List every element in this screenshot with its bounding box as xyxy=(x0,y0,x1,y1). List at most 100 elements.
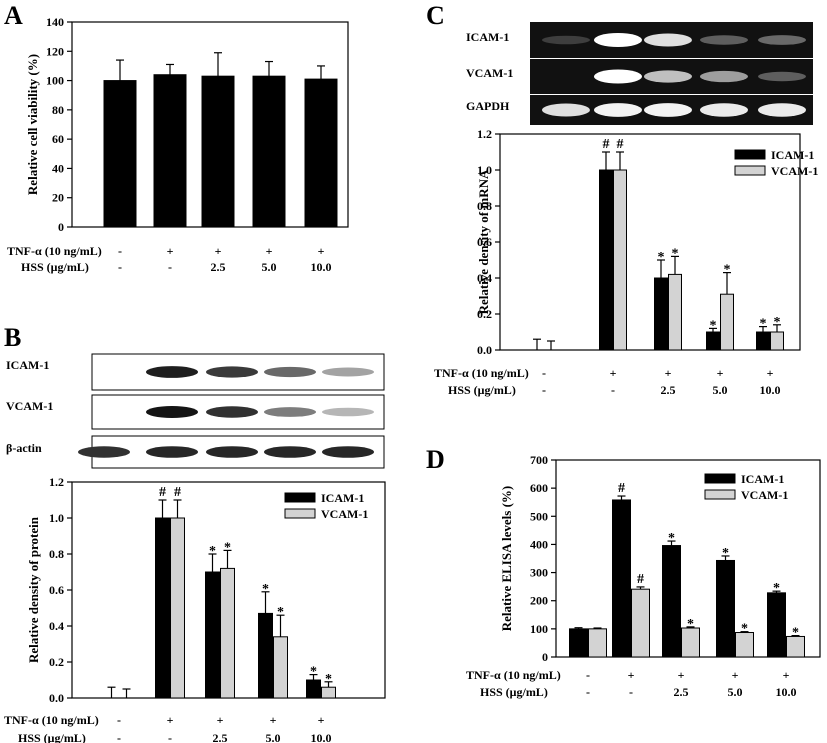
chart-c-ytick-label: 1.2 xyxy=(477,127,492,141)
chart-d-bar xyxy=(569,628,588,658)
chart-a-ytick-label: 60 xyxy=(52,132,64,146)
chart-b-sig-mark: * xyxy=(262,582,269,597)
chart-a-hss-value: - xyxy=(168,260,172,274)
chart-a-tnf-label: TNF-α (10 ng/mL) xyxy=(7,244,102,258)
chart-d-bar xyxy=(588,628,607,658)
chart-a-ytick-label: 120 xyxy=(46,44,64,58)
chart-b-ytick-label: 1.0 xyxy=(49,511,64,525)
blot-b-band xyxy=(146,446,198,458)
chart-b-ylabel: Relative density of protein xyxy=(26,516,41,663)
chart-a-bar xyxy=(103,80,137,228)
panel-letter-b: B xyxy=(4,323,21,352)
chart-b-sig-mark: # xyxy=(159,485,166,500)
chart-c-legend-swatch xyxy=(734,149,766,160)
blot-b-label-actin: β-actin xyxy=(6,441,42,455)
chart-d-ytick-label: 400 xyxy=(530,537,548,551)
chart-d-hss-value: 2.5 xyxy=(674,685,689,699)
chart-d-sig-mark: * xyxy=(687,617,694,632)
chart-a-ytick-label: 20 xyxy=(52,191,64,205)
chart-d-tnf-value: + xyxy=(678,668,685,682)
blot-b-band xyxy=(322,367,374,377)
chart-c-hss-value: 5.0 xyxy=(713,383,728,397)
gel-c-band xyxy=(758,71,806,82)
chart-c-tnf-value: + xyxy=(665,366,672,380)
chart-b-hss-value: - xyxy=(117,731,121,743)
chart-b-sig-mark: * xyxy=(209,544,216,559)
chart-b-legend-swatch xyxy=(284,508,316,519)
chart-c-hss-value: 2.5 xyxy=(661,383,676,397)
blot-b-band xyxy=(78,446,130,458)
chart-c-ytick-label: 0.6 xyxy=(477,235,492,249)
chart-d-sig-mark: * xyxy=(722,546,729,561)
chart-b-legend-swatch xyxy=(284,492,316,503)
chart-d-sig-mark: # xyxy=(618,481,625,496)
chart-b-sig-mark: * xyxy=(310,665,317,680)
chart-c-legend-label: ICAM-1 xyxy=(771,148,814,162)
chart-c-ylabel: Relative density of mRNA xyxy=(476,169,491,314)
chart-b-sig-mark: * xyxy=(224,540,231,555)
chart-b-hss-label: HSS (μg/mL) xyxy=(18,731,86,743)
chart-d: 0 100 200 300 400 500 600 700 Relative ELISA lev… xyxy=(466,453,821,699)
chart-d-bar xyxy=(662,545,681,658)
chart-a-bar xyxy=(201,75,235,228)
gel-c-band xyxy=(758,35,806,45)
blot-b-band xyxy=(264,407,316,417)
chart-d-bar xyxy=(681,627,700,658)
blot-b-band xyxy=(264,446,316,458)
chart-b-bar xyxy=(306,679,321,699)
chart-a-tnf-value: + xyxy=(167,244,174,258)
chart-c-sig-mark: * xyxy=(672,246,679,261)
chart-a-ytick-label: 140 xyxy=(46,15,64,29)
panel-letter-c: C xyxy=(426,1,445,30)
chart-c-bar xyxy=(770,331,784,351)
chart-b-sig-mark: # xyxy=(174,485,181,500)
chart-d-bar xyxy=(767,592,786,658)
chart-c-bar xyxy=(613,169,627,351)
chart-d-hss-value: 10.0 xyxy=(776,685,797,699)
chart-a-hss-value: 5.0 xyxy=(262,260,277,274)
chart-c-sig-mark: * xyxy=(710,318,717,333)
chart-a-hss-value: 2.5 xyxy=(211,260,226,274)
gel-c-band xyxy=(542,103,590,117)
blot-b-band xyxy=(322,446,374,458)
chart-d-sig-mark: # xyxy=(637,572,644,587)
chart-d-ytick-label: 700 xyxy=(530,453,548,467)
chart-a-tnf-value: + xyxy=(318,244,325,258)
chart-d-ytick-label: 200 xyxy=(530,594,548,608)
chart-b-sig-mark: * xyxy=(325,672,332,687)
chart-d-bar xyxy=(612,499,631,658)
blot-b-band xyxy=(206,366,258,378)
chart-c-ytick-label: 1.0 xyxy=(477,163,492,177)
chart-d-sig-mark: * xyxy=(792,626,799,641)
chart-b-tnf-value: - xyxy=(117,713,121,727)
blot-b-band xyxy=(206,406,258,418)
chart-c-hss-value: 10.0 xyxy=(760,383,781,397)
gel-c: ICAM-1 VCAM-1 GAPDH xyxy=(466,22,813,125)
chart-a-ytick-label: 40 xyxy=(52,161,64,175)
chart-c: 0.0 0.2 0.4 0.6 0.8 1.0 1.2 Relative density of… xyxy=(434,127,818,397)
chart-d-sig-mark: * xyxy=(773,581,780,596)
chart-a-ytick-label: 0 xyxy=(58,220,64,234)
chart-d-hss-label: HSS (μg/mL) xyxy=(480,685,548,699)
chart-c-sig-mark: * xyxy=(774,315,781,330)
chart-b-hss-value: 2.5 xyxy=(213,731,228,743)
chart-c-legend-label: VCAM-1 xyxy=(771,164,818,178)
chart-d-sig-mark: * xyxy=(741,622,748,637)
gel-c-band xyxy=(700,35,748,45)
chart-c-sig-mark: * xyxy=(658,250,665,265)
gel-c-band xyxy=(700,70,748,83)
chart-c-ytick-label: 0.0 xyxy=(477,343,492,357)
chart-a-tnf-value: - xyxy=(118,244,122,258)
chart-d-legend-swatch xyxy=(704,473,736,484)
chart-b-ytick-label: 0.8 xyxy=(49,547,64,561)
blot-b-label-vcam: VCAM-1 xyxy=(6,399,53,413)
chart-a-hss-value: - xyxy=(118,260,122,274)
chart-a: 0 20 40 60 80 100 120 140 Relative cell viabilit… xyxy=(7,15,349,274)
chart-b-tnf-value: + xyxy=(270,713,277,727)
chart-b: 0.0 0.2 0.4 0.6 0.8 1.0 1.2 Relative density of… xyxy=(4,475,386,743)
chart-d-legend-label: ICAM-1 xyxy=(741,472,784,486)
chart-b-tnf-value: + xyxy=(318,713,325,727)
chart-d-bar xyxy=(631,588,650,658)
chart-d-ytick-label: 600 xyxy=(530,481,548,495)
